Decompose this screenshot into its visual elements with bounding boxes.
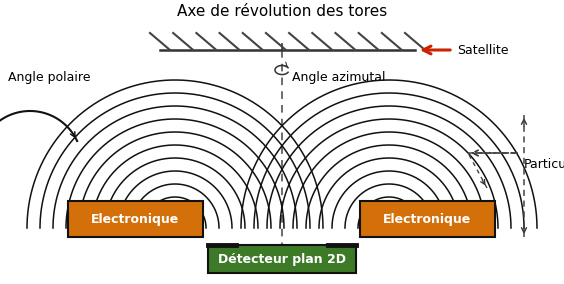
Text: Electronique: Electronique <box>91 212 179 225</box>
Text: Angle azimutal: Angle azimutal <box>292 72 386 85</box>
Text: Particules: Particules <box>524 158 564 172</box>
Text: Axe de révolution des tores: Axe de révolution des tores <box>177 5 387 20</box>
Text: Electronique: Electronique <box>384 212 472 225</box>
Bar <box>68 201 203 237</box>
Text: Détecteur plan 2D: Détecteur plan 2D <box>218 252 346 266</box>
Bar <box>360 201 495 237</box>
Text: Satellite: Satellite <box>457 45 509 57</box>
Text: Angle polaire: Angle polaire <box>8 72 90 85</box>
Bar <box>208 245 356 273</box>
